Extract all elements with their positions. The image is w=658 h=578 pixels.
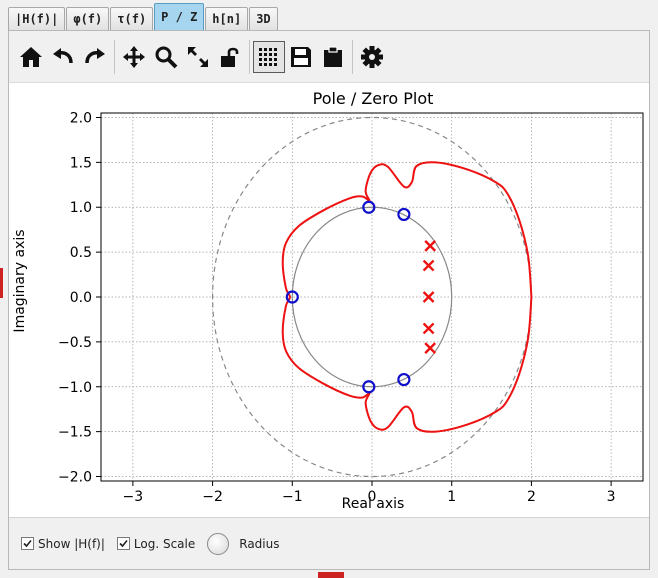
x-tick-label: 2	[527, 489, 536, 505]
window-edge-marker	[0, 268, 3, 298]
y-tick-label: 1.5	[70, 155, 92, 171]
undo-button[interactable]	[47, 41, 79, 73]
y-tick-label: −2.0	[58, 470, 92, 486]
show-magnitude-checkbox[interactable]	[21, 537, 34, 550]
pole-marker	[422, 259, 435, 272]
tab-impulse-response[interactable]: h[n]	[205, 7, 249, 30]
zoom-icon	[155, 46, 178, 68]
x-tick-label: 3	[607, 489, 616, 505]
tab-bar: |H(f)| φ(f) τ(f) P / Z h[n] 3D	[8, 3, 279, 30]
x-tick-label: 1	[447, 489, 456, 505]
tab-pole-zero[interactable]: P / Z	[154, 3, 205, 30]
window-edge-marker	[318, 572, 344, 578]
pole-marker	[422, 291, 435, 303]
home-button[interactable]	[15, 41, 47, 73]
x-tick-label: −1	[282, 489, 303, 505]
clipboard-icon	[324, 45, 342, 67]
magnitude-curve	[281, 161, 533, 433]
zero-marker	[285, 290, 299, 304]
y-tick-label: −1.5	[58, 425, 92, 441]
gear-icon	[361, 45, 383, 68]
lock-icon	[221, 47, 239, 67]
plot-panel: −3 −2 −1 0 1 2 3 −2.0 −1.5 −1.0 −0.5 0.0 0.5 1.0 1.5 2.…	[8, 30, 650, 570]
checkmark-icon	[23, 539, 32, 548]
pole-marker	[422, 322, 435, 335]
redo-icon	[85, 47, 105, 63]
x-axis-label: Real axis	[342, 496, 405, 512]
fullscreen-button[interactable]	[182, 41, 214, 73]
plot-area[interactable]: −3 −2 −1 0 1 2 3 −2.0 −1.5 −1.0 −0.5 0.0 0.5 1.0 1.5 2.…	[9, 83, 649, 513]
radius-dial[interactable]	[207, 532, 230, 555]
zero-marker	[397, 372, 411, 387]
clipboard-button[interactable]	[317, 41, 349, 73]
tab-phase[interactable]: φ(f)	[66, 7, 110, 30]
radius-label: Radius	[239, 536, 280, 551]
log-scale-checkbox[interactable]	[116, 537, 130, 550]
toolbar-separator	[114, 39, 115, 74]
undo-icon	[53, 47, 73, 63]
grid-icon	[259, 47, 277, 66]
y-axis-label: Imaginary axis	[12, 229, 28, 332]
grid-button[interactable]	[253, 40, 285, 73]
tab-magnitude[interactable]: |H(f)|	[8, 7, 66, 30]
y-tick-label: 0.5	[70, 245, 92, 261]
log-scale-label: Log. Scale	[133, 536, 196, 551]
fullscreen-icon	[188, 46, 208, 67]
pole-zero-chart[interactable]: −3 −2 −1 0 1 2 3 −2.0 −1.5 −1.0 −0.5 0.0 0.5 1.0 1.5 2.…	[9, 83, 649, 513]
pole-marker	[424, 239, 437, 252]
y-tick-label: 1.0	[70, 200, 92, 216]
zero-marker	[397, 207, 411, 222]
zoom-button[interactable]	[150, 41, 182, 73]
tab-3d[interactable]: 3D	[249, 7, 278, 30]
save-icon	[291, 46, 311, 67]
x-tick-label: 0	[368, 489, 377, 505]
lock-button[interactable]	[214, 41, 246, 73]
zero-marker	[362, 380, 376, 394]
save-button[interactable]	[285, 41, 317, 73]
show-magnitude-label: Show |H(f)|	[38, 536, 105, 551]
y-tick-label: 0.0	[70, 290, 92, 306]
toolbar-separator	[249, 39, 250, 74]
tab-group-delay[interactable]: τ(f)	[110, 7, 154, 30]
x-tick-label: −3	[123, 489, 144, 505]
unit-circle	[291, 206, 453, 388]
zero-marker	[362, 200, 376, 214]
plot-toolbar	[9, 31, 649, 83]
bottom-options: Show |H(f)| Log. Scale Radius	[9, 517, 649, 569]
y-tick-label: 2.0	[70, 110, 92, 126]
home-icon	[20, 46, 42, 67]
y-tick-label: −0.5	[58, 335, 92, 351]
pole-marker	[424, 342, 437, 355]
checkmark-icon	[119, 539, 128, 548]
pan-icon	[123, 45, 145, 68]
pan-button[interactable]	[118, 41, 150, 73]
toolbar-separator	[352, 39, 353, 74]
settings-button[interactable]	[356, 41, 388, 73]
x-tick-label: −2	[202, 489, 223, 505]
chart-title: Pole / Zero Plot	[313, 89, 434, 108]
redo-button[interactable]	[79, 41, 111, 73]
y-tick-label: −1.0	[58, 380, 92, 396]
